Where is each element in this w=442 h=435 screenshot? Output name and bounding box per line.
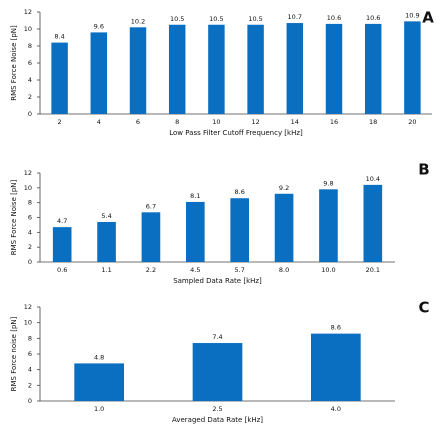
value-label: 8.4 xyxy=(54,33,64,41)
bar xyxy=(274,193,294,262)
x-tick-label: 2 xyxy=(58,118,62,126)
x-tick-label: 2.5 xyxy=(212,405,222,413)
value-label: 8.1 xyxy=(190,192,200,200)
bar xyxy=(208,24,225,114)
bar xyxy=(230,198,250,262)
y-tick-label: 8 xyxy=(28,42,32,50)
value-label: 9.6 xyxy=(94,22,104,30)
bar xyxy=(185,201,205,262)
y-axis-label: RMS Force Noise [pN] xyxy=(10,25,18,101)
value-label: 9.2 xyxy=(279,184,289,192)
panel-label: A xyxy=(422,9,434,27)
y-tick-label: 0 xyxy=(28,258,32,266)
value-label: 10.5 xyxy=(170,15,184,23)
y-axis-label: RMS Force noise [pN] xyxy=(10,316,18,391)
bar xyxy=(325,23,343,114)
y-tick-label: 4 xyxy=(28,228,32,236)
x-tick-label: 20 xyxy=(408,118,416,126)
bar xyxy=(364,23,382,114)
y-tick-label: 8 xyxy=(28,199,32,207)
value-label: 9.8 xyxy=(323,179,333,187)
x-tick-label: 10.0 xyxy=(321,266,335,274)
x-tick-label: 18 xyxy=(369,118,377,126)
value-label: 8.6 xyxy=(331,324,341,332)
y-tick-label: 10 xyxy=(24,184,32,192)
value-label: 4.8 xyxy=(94,353,104,361)
value-label: 4.7 xyxy=(57,217,67,225)
y-tick-label: 4 xyxy=(28,366,32,374)
y-tick-label: 6 xyxy=(28,59,32,67)
x-axis-label: Low Pass Filter Cutoff Frequency [kHz] xyxy=(169,129,303,137)
bar xyxy=(319,189,338,262)
bar xyxy=(363,184,383,262)
x-tick-label: 8 xyxy=(175,118,179,126)
bar xyxy=(52,227,72,262)
y-axis-label: RMS Force Noise [pN] xyxy=(10,179,18,255)
y-tick-label: 6 xyxy=(28,214,32,222)
bar xyxy=(168,24,186,114)
value-label: 6.7 xyxy=(146,202,156,210)
y-tick-label: 0 xyxy=(28,110,32,118)
value-label: 10.5 xyxy=(209,15,223,23)
x-tick-label: 6 xyxy=(136,118,140,126)
value-label: 10.2 xyxy=(131,17,145,25)
y-tick-label: 12 xyxy=(24,8,32,16)
y-tick-label: 0 xyxy=(28,397,32,405)
value-label: 10.6 xyxy=(366,14,380,22)
x-tick-label: 5.7 xyxy=(235,266,245,274)
x-tick-label: 1.1 xyxy=(101,266,111,274)
x-tick-label: 10 xyxy=(212,118,220,126)
value-label: 5.4 xyxy=(101,212,111,220)
y-tick-label: 10 xyxy=(24,25,32,33)
x-axis-label: Averaged Data Rate [kHz] xyxy=(172,416,263,424)
x-tick-label: 4.5 xyxy=(190,266,200,274)
y-tick-label: 6 xyxy=(28,350,32,358)
bar xyxy=(74,363,125,401)
value-label: 10.6 xyxy=(327,14,341,22)
x-tick-label: 4.0 xyxy=(331,405,341,413)
bar xyxy=(286,23,304,114)
x-tick-label: 1.0 xyxy=(94,405,104,413)
y-tick-label: 2 xyxy=(28,243,32,251)
x-tick-label: 12 xyxy=(251,118,259,126)
x-tick-label: 4 xyxy=(97,118,101,126)
value-label: 10.9 xyxy=(405,11,419,19)
bar xyxy=(192,343,243,401)
y-tick-label: 12 xyxy=(24,169,32,177)
bar xyxy=(129,27,147,114)
y-tick-label: 2 xyxy=(28,381,32,389)
value-label: 10.7 xyxy=(288,13,302,21)
y-tick-label: 4 xyxy=(28,76,32,84)
bar xyxy=(404,21,421,115)
x-tick-label: 2.2 xyxy=(146,266,156,274)
x-tick-label: 16 xyxy=(330,118,338,126)
y-tick-label: 12 xyxy=(24,303,32,311)
x-tick-label: 14 xyxy=(291,118,299,126)
value-label: 7.4 xyxy=(212,333,222,341)
bar xyxy=(247,24,264,114)
value-label: 8.6 xyxy=(235,188,245,196)
value-label: 10.4 xyxy=(366,175,380,183)
bar xyxy=(141,212,161,262)
y-tick-label: 2 xyxy=(28,93,32,101)
bar xyxy=(97,221,116,262)
x-axis-label: Sampled Data Rate [kHz] xyxy=(173,277,262,285)
bar xyxy=(51,42,68,114)
y-tick-label: 8 xyxy=(28,334,32,342)
x-tick-label: 0.6 xyxy=(57,266,67,274)
bar xyxy=(310,333,361,401)
x-tick-label: 8.0 xyxy=(279,266,289,274)
panel-label: C xyxy=(418,299,429,317)
panel-label: B xyxy=(418,161,429,179)
y-tick-label: 10 xyxy=(24,319,32,327)
value-label: 10.5 xyxy=(248,15,262,23)
bar xyxy=(90,32,108,114)
x-tick-label: 20.1 xyxy=(366,266,380,274)
